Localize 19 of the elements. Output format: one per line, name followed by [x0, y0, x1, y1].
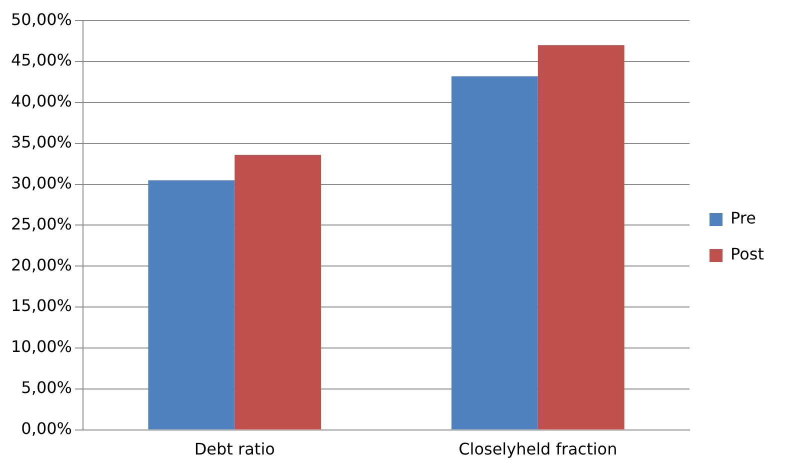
- y-tick-label: 15,00%: [10, 296, 72, 316]
- y-tick-label: 30,00%: [10, 173, 72, 192]
- y-tick-label: 35,00%: [10, 132, 72, 152]
- bar: [538, 45, 624, 430]
- y-tick-label: 5,00%: [21, 378, 72, 398]
- bar: [148, 180, 235, 430]
- y-tick-label: 10,00%: [10, 337, 72, 356]
- y-tick-label: 50,00%: [10, 10, 72, 29]
- y-tick-label: 25,00%: [10, 214, 72, 234]
- legend-label: Post: [730, 244, 764, 264]
- bar: [451, 76, 538, 430]
- y-tick-label: 45,00%: [10, 50, 72, 70]
- x-tick-label: Closelyheld fraction: [458, 440, 618, 459]
- x-tick-label: Debt ratio: [194, 440, 275, 459]
- y-tick-label: 40,00%: [10, 92, 72, 111]
- legend-label: Pre: [730, 208, 756, 228]
- bar: [234, 154, 322, 430]
- y-tick-label: 0,00%: [21, 418, 72, 438]
- y-tick-label: 20,00%: [10, 255, 72, 274]
